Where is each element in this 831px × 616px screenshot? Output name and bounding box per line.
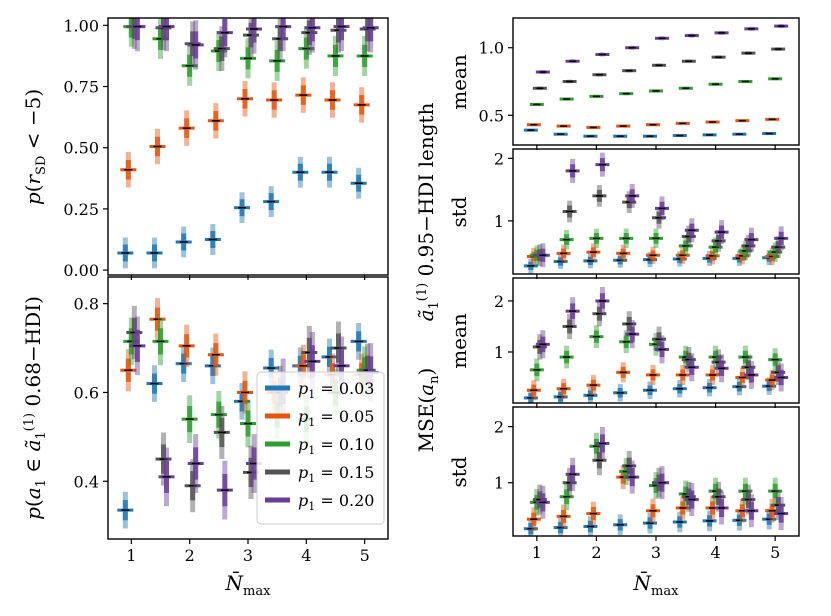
panel-right-1-ticks: 0.5 1.0	[479, 39, 776, 150]
x-tick-label: 5	[770, 543, 780, 562]
x-tick-label: 2	[185, 546, 195, 565]
x-tick-label: 3	[243, 546, 253, 565]
panel-right-2: 12	[494, 148, 800, 279]
legend-label: p1 = 0.10	[298, 435, 374, 457]
panel-right-4-ticks: 1 2 3 4 5 1 2	[494, 418, 780, 562]
y-tick-label: 1.00	[63, 16, 99, 35]
legend-label: p1 = 0.05	[298, 407, 374, 429]
panel-top-left-ylabel: p(rSD < −5)	[21, 89, 49, 205]
right-ylabel-hdi-line1: ã1(1) 0.95−HDI length	[414, 102, 442, 321]
panel-bottom-left-xlabel: N̄max	[225, 570, 272, 599]
right-ylabel-std-2: std	[447, 456, 471, 487]
panel-right-1: 0.5 1.0	[479, 17, 800, 150]
x-tick-label: 1	[532, 543, 542, 562]
panel-top-left: 0.00 0.25 0.50 0.75 1.00 p(rSD < −5)	[21, 16, 389, 280]
x-tick-label: 5	[360, 546, 370, 565]
legend-box	[256, 371, 385, 525]
y-tick-label: 2	[494, 149, 504, 168]
y-tick-label: 0.25	[63, 200, 99, 219]
panel-right-1-marks	[523, 24, 789, 138]
panel-right-4-marks	[523, 426, 789, 536]
x-tick-label: 4	[710, 543, 720, 562]
x-tick-label: 4	[301, 546, 311, 565]
x-tick-label: 1	[126, 546, 136, 565]
y-tick-label: 0.8	[74, 295, 99, 314]
legend-label: p1 = 0.20	[298, 491, 374, 513]
right-ylabel-mean-1: mean	[447, 54, 471, 110]
y-tick-label: 0.75	[63, 78, 99, 97]
right-ylabel-mse: MSE(an)	[414, 368, 442, 453]
y-tick-label: 0.4	[74, 472, 99, 491]
y-tick-label: 0.5	[479, 106, 504, 125]
x-tick-label: 3	[651, 543, 661, 562]
panel-bottom-left-ylabel: p(a1 ∈ ã1(1) 0.68−HDI)	[21, 296, 49, 520]
panel-right-2-marks	[523, 152, 789, 274]
panel-bottom-left: 1 2 3 4 5 0.4 0.6 0.8 p(a1 ∈ ã1(1) 0.68−HDI) N̄…	[21, 276, 389, 599]
y-tick-label: 1	[494, 212, 504, 231]
panel-right-4-frame	[512, 406, 800, 537]
y-tick-label: 2	[494, 292, 504, 311]
y-tick-label: 2	[494, 418, 504, 437]
panel-right-3-marks	[523, 286, 789, 403]
panel-right-3: 12	[494, 277, 800, 408]
panel-top-left-marks	[117, 18, 379, 269]
legend-label: p1 = 0.15	[298, 463, 374, 485]
y-tick-label: 1	[494, 474, 504, 493]
legend-label: p1 = 0.03	[298, 379, 374, 401]
legend: p1 = 0.03 p1 = 0.05 p1 = 0.10 p1 = 0.15 p1 =…	[256, 371, 385, 525]
y-tick-label: 1.0	[479, 39, 504, 58]
panel-right-4-xlabel: N̄max	[633, 570, 680, 599]
legend-entries: p1 = 0.03 p1 = 0.05 p1 = 0.10 p1 = 0.15 p1 =…	[265, 379, 374, 513]
right-ylabel-std-1: std	[447, 196, 471, 227]
y-tick-label: 0.00	[63, 261, 99, 280]
y-tick-label: 0.6	[74, 383, 99, 402]
x-tick-label: 2	[591, 543, 601, 562]
y-tick-label: 0.50	[63, 139, 99, 158]
y-tick-label: 1	[494, 343, 504, 362]
panel-bottom-left-ticks: 1 2 3 4 5 0.4 0.6 0.8	[74, 295, 370, 565]
right-ylabel-mean-2: mean	[447, 313, 471, 369]
panel-right-4: 1 2 3 4 5 1 2 N̄max	[494, 406, 800, 599]
